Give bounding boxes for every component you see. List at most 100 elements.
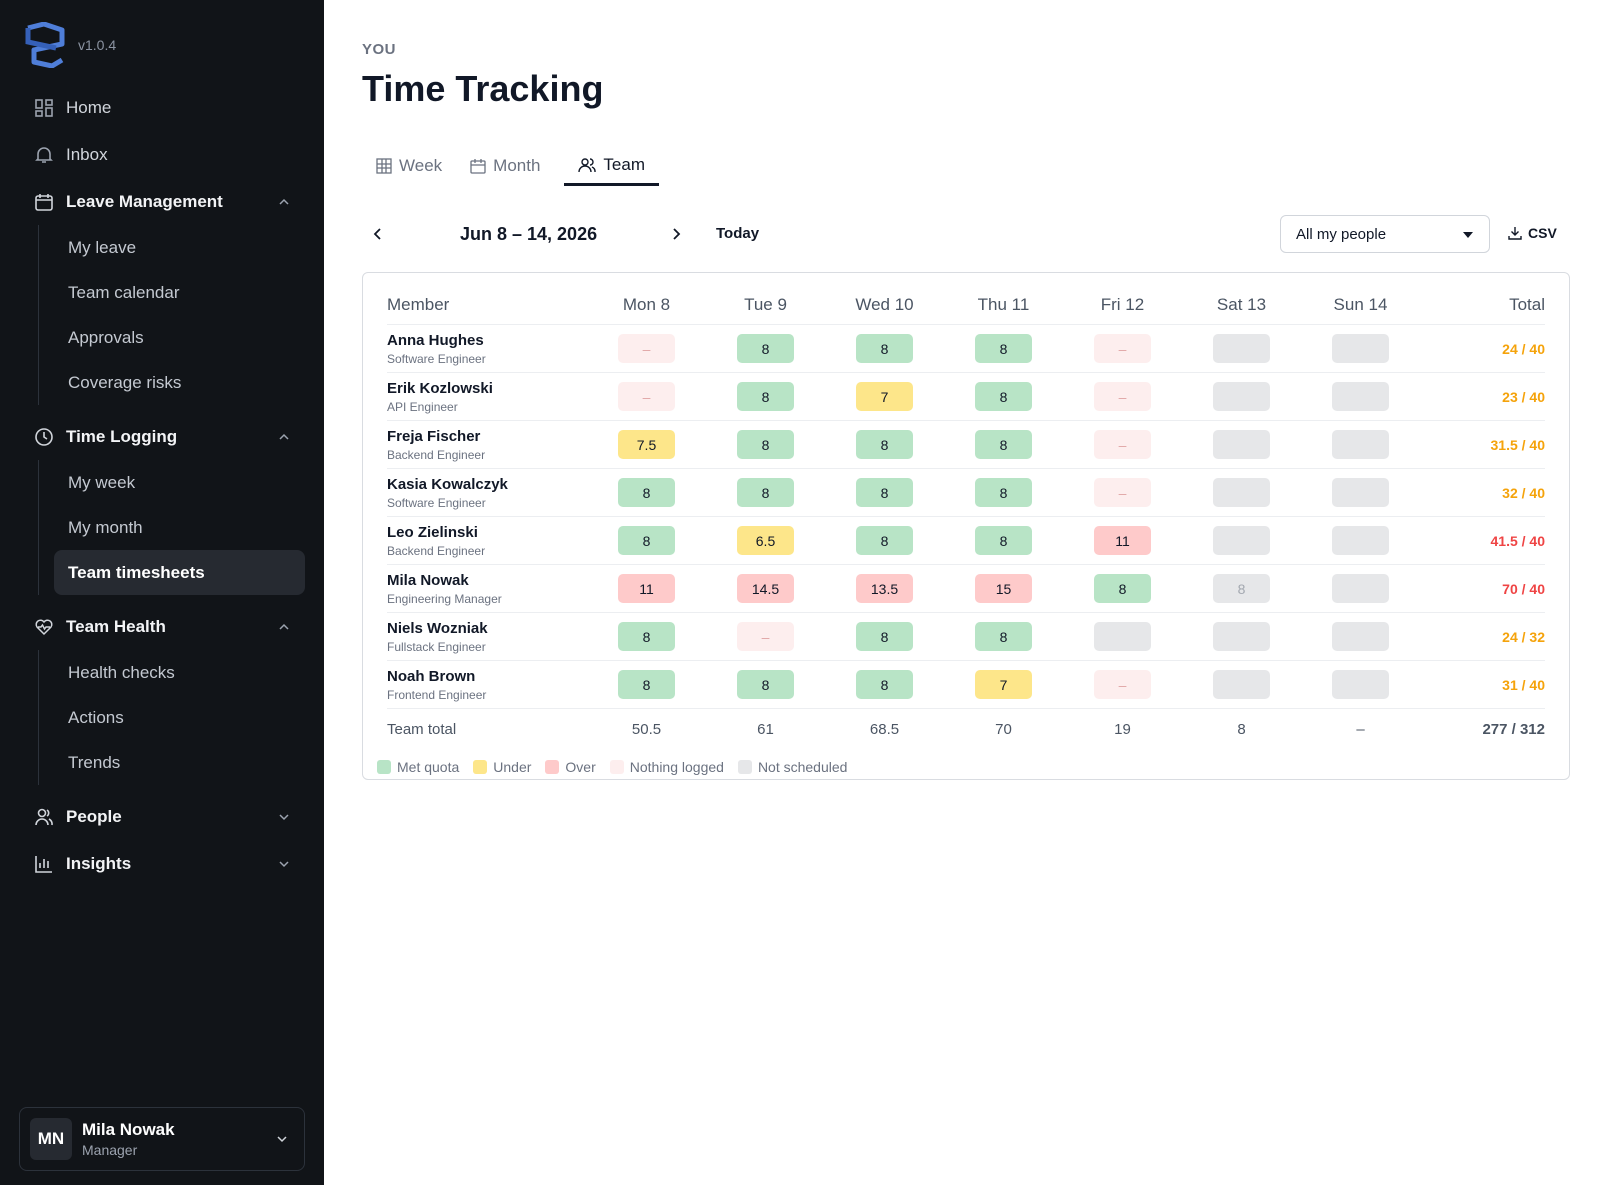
chevron bbox=[279, 623, 289, 630]
member-role: Software Engineer bbox=[387, 495, 486, 510]
member: Niels Wozniak Fullstack Engineer bbox=[387, 620, 587, 654]
legend-item: Met quota bbox=[377, 759, 459, 775]
day-cell: 8 bbox=[856, 670, 913, 699]
member: Mila Nowak Engineering Manager bbox=[387, 572, 587, 606]
nav-label: People bbox=[66, 806, 122, 826]
header-row: Member Mon 8 Tue 9 Wed 10 Thu 11 Fri 12 Sat 13… bbox=[387, 285, 1545, 325]
member: Noah Brown Frontend Engineer bbox=[387, 668, 587, 702]
nav-item[interactable]: My leave bbox=[68, 237, 137, 257]
tab[interactable]: Month bbox=[456, 146, 554, 186]
day-total: 68.5 bbox=[869, 720, 900, 738]
tab-active[interactable]: Team bbox=[564, 146, 659, 186]
nav-group[interactable]: Insights bbox=[0, 840, 324, 887]
day-cell bbox=[1213, 334, 1270, 363]
day: 13.5 bbox=[825, 574, 944, 603]
day-cell bbox=[1213, 430, 1270, 459]
version: v1.0.4 bbox=[78, 37, 117, 53]
day bbox=[1182, 526, 1301, 555]
filter-value: All my people bbox=[1296, 226, 1387, 243]
day: 8 bbox=[587, 622, 706, 651]
date-range: Jun 8 – 14, 2026 bbox=[460, 224, 598, 244]
day-cell: 8 bbox=[737, 430, 794, 459]
column-header: Thu 11 bbox=[977, 294, 1030, 314]
member-total: 32 / 40 bbox=[1502, 484, 1545, 501]
day-cell: 15 bbox=[975, 574, 1032, 603]
day: 8 bbox=[825, 670, 944, 699]
day-cell: 7 bbox=[975, 670, 1032, 699]
nav-item[interactable]: Team calendar bbox=[68, 282, 180, 302]
day-cell: 8 bbox=[975, 622, 1032, 651]
nav-item[interactable]: Actions bbox=[68, 707, 124, 727]
day: 7.5 bbox=[587, 430, 706, 459]
day-total: – bbox=[1356, 720, 1365, 738]
member-name: Leo Zielinski bbox=[387, 523, 478, 541]
column-header: Mon 8 bbox=[622, 294, 671, 314]
day-cell bbox=[1332, 526, 1389, 555]
today-button[interactable]: Today bbox=[716, 225, 760, 242]
day: – bbox=[1063, 334, 1182, 363]
day bbox=[1301, 670, 1420, 699]
icon bbox=[376, 158, 392, 174]
day-cell: 7.5 bbox=[618, 430, 675, 459]
day: – bbox=[706, 622, 825, 651]
day bbox=[1301, 334, 1420, 363]
member: Kasia Kowalczyk Software Engineer bbox=[387, 476, 587, 510]
day-total: 70 bbox=[995, 720, 1012, 738]
chevron bbox=[279, 198, 289, 205]
nav-label: Time Logging bbox=[66, 426, 178, 446]
nav-item[interactable]: Approvals bbox=[68, 327, 144, 347]
nav-group[interactable]: Leave Management bbox=[0, 178, 324, 225]
member-role: API Engineer bbox=[387, 399, 458, 414]
nav-group[interactable]: People bbox=[0, 793, 324, 840]
icon bbox=[35, 427, 53, 446]
day-cell: – bbox=[1094, 478, 1151, 507]
day bbox=[1301, 382, 1420, 411]
member-name: Mila Nowak bbox=[387, 571, 469, 589]
day-cell bbox=[1332, 430, 1389, 459]
member-name: Freja Fischer bbox=[387, 427, 481, 445]
day: 8 bbox=[587, 670, 706, 699]
legend-label: Met quota bbox=[397, 759, 460, 775]
member-name: Erik Kozlowski bbox=[387, 379, 493, 397]
member-role: Backend Engineer bbox=[387, 543, 486, 558]
nav-item[interactable]: Home bbox=[0, 84, 324, 131]
day-cell: 8 bbox=[856, 526, 913, 555]
column-header: Sun 14 bbox=[1333, 294, 1388, 314]
people-filter[interactable]: All my people bbox=[1280, 215, 1490, 253]
nav-item[interactable]: My week bbox=[68, 472, 136, 492]
nav-item-active[interactable]: Team timesheets bbox=[54, 550, 305, 595]
nav-group[interactable]: Time Logging bbox=[0, 413, 324, 460]
day-cell: 8 bbox=[856, 430, 913, 459]
legend-swatch bbox=[609, 760, 624, 774]
csv-button[interactable]: CSV bbox=[1508, 225, 1557, 241]
day-cell: 14.5 bbox=[737, 574, 794, 603]
day: 8 bbox=[1182, 574, 1301, 603]
member-row: Niels Wozniak Fullstack Engineer 8 – 8 8 24 / … bbox=[387, 613, 1545, 661]
column-header: Fri 12 bbox=[1100, 294, 1145, 314]
logo: v1.0.4 bbox=[22, 22, 116, 68]
tab[interactable]: Week bbox=[362, 146, 456, 186]
nav-item[interactable]: My month bbox=[68, 517, 143, 537]
day: 8 bbox=[944, 622, 1063, 651]
legend-label: Nothing logged bbox=[629, 759, 724, 775]
nav-label: Team Health bbox=[66, 616, 166, 636]
nav-item[interactable]: Health checks bbox=[68, 662, 175, 682]
day-total: 50.5 bbox=[631, 720, 662, 738]
legend-item: Over bbox=[545, 759, 596, 775]
prev-button[interactable] bbox=[370, 226, 386, 242]
nav-item[interactable]: Trends bbox=[68, 752, 121, 772]
user-menu[interactable]: MN Mila Nowak Manager bbox=[19, 1107, 305, 1171]
nav-group[interactable]: Team Health bbox=[0, 603, 324, 650]
nav-item[interactable]: Inbox bbox=[0, 131, 324, 178]
nav-item[interactable]: Coverage risks bbox=[68, 372, 182, 392]
day-cell: – bbox=[1094, 334, 1151, 363]
day bbox=[1182, 334, 1301, 363]
member-total: 24 / 32 bbox=[1502, 628, 1545, 645]
member-total: 41.5 / 40 bbox=[1490, 532, 1546, 549]
day bbox=[1182, 622, 1301, 651]
day-cell: 8 bbox=[618, 622, 675, 651]
next-button[interactable] bbox=[668, 226, 684, 242]
member-row: Noah Brown Frontend Engineer 8 8 8 7 – 31 / 40 bbox=[387, 661, 1545, 709]
day: 8 bbox=[706, 382, 825, 411]
day-cell: – bbox=[737, 622, 794, 651]
